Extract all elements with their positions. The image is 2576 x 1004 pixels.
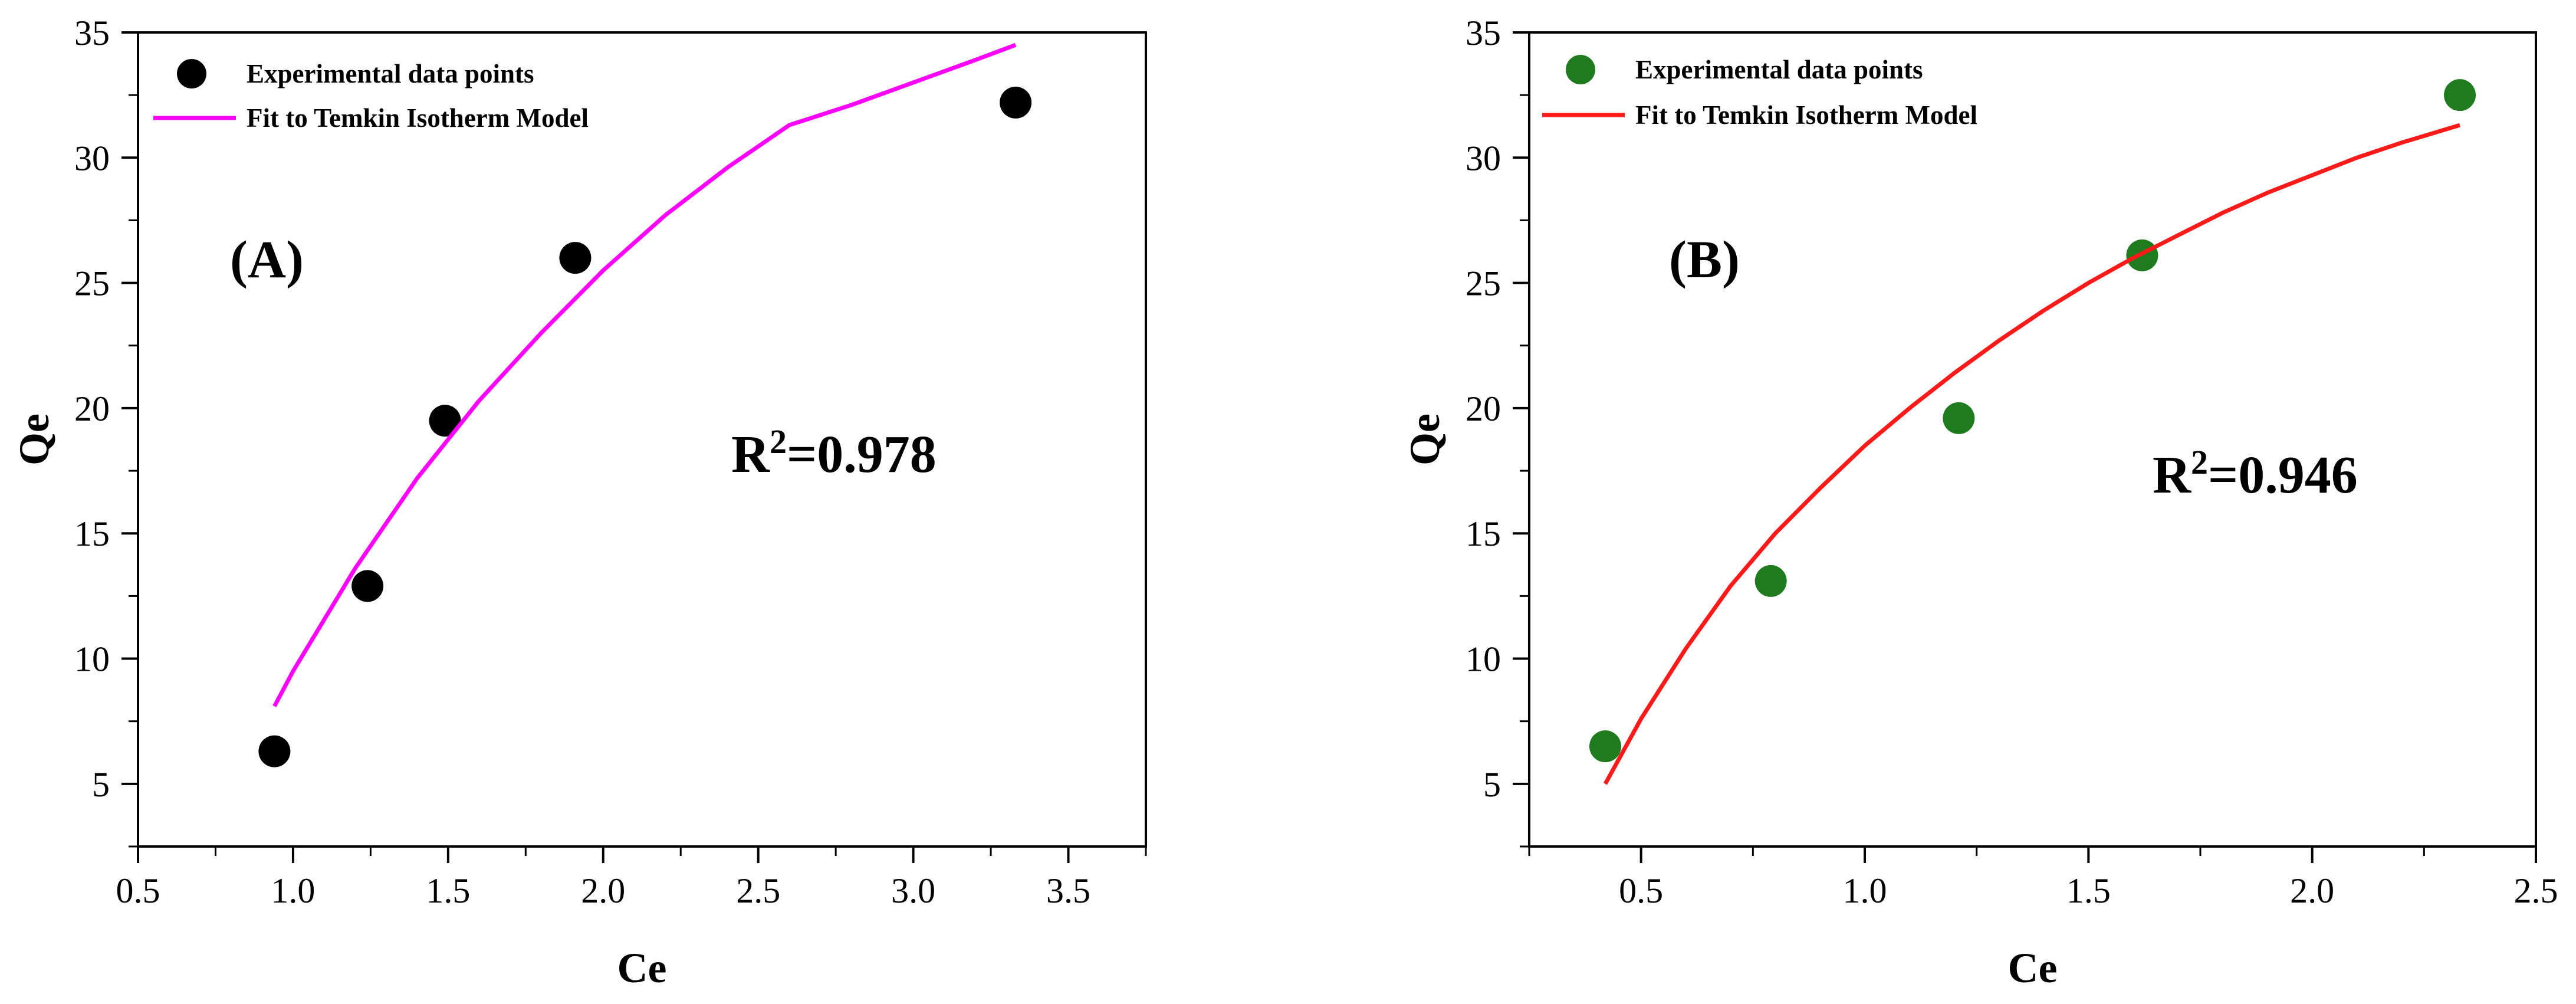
x-tick-label: 0.5 [1619, 871, 1663, 910]
x-tick-label: 2.0 [581, 871, 625, 910]
panel-a: 0.5 1.0 1.5 2.0 2.5 3.0 3.5 5 10 15 20 25 30 35 Ce Qe Ex… [11, 14, 1147, 992]
y-tick-label: 20 [1466, 389, 1501, 428]
y-tick-label: 10 [74, 640, 110, 679]
plot-frame [137, 31, 1147, 848]
x-tick-label: 1.0 [1843, 871, 1887, 910]
plot-frame [1528, 31, 2537, 848]
panel-b: 0.5 1.0 1.5 2.0 2.5 5 10 15 20 25 30 35 Ce Qe Experime… [1401, 14, 2558, 992]
r-squared-annotation: R2=0.946 [2153, 443, 2358, 504]
r-squared-annotation: R2=0.978 [731, 422, 937, 484]
fit-line [272, 42, 1017, 707]
y-tick-label: 5 [1483, 765, 1501, 804]
legend-label: Fit to Temkin Isotherm Model [247, 103, 589, 133]
data-point [1589, 730, 1621, 763]
data-point [559, 242, 592, 274]
y-tick-label: 10 [1466, 640, 1501, 679]
r-squared-prefix: R [731, 425, 770, 484]
legend-label: Experimental data points [1635, 55, 1923, 84]
x-tick-label: 3.0 [891, 871, 935, 910]
y-tick-label: 30 [1466, 139, 1501, 178]
fit-line [1603, 123, 2461, 785]
y-tick-label: 35 [1466, 14, 1501, 53]
x-tick-label: 1.5 [2066, 871, 2111, 910]
r-squared-prefix: R [2153, 446, 2191, 504]
y-tick-label: 25 [1466, 264, 1501, 303]
x-axis-title: Ce [617, 944, 667, 992]
data-point [351, 570, 384, 602]
legend-marker [1566, 55, 1595, 84]
x-tick-label: 2.5 [2514, 871, 2558, 910]
legend-marker [177, 59, 206, 88]
panel-label: (B) [1669, 231, 1740, 289]
panel-label: (A) [230, 231, 304, 289]
r-squared-value: =0.978 [787, 425, 937, 484]
data-point [1000, 86, 1032, 119]
data-point [2444, 79, 2476, 111]
legend-label: Fit to Temkin Isotherm Model [1635, 100, 1977, 130]
y-tick-label: 35 [74, 14, 110, 53]
y-axis-title: Qe [1401, 414, 1448, 465]
x-tick-label: 0.5 [116, 871, 160, 910]
x-axis-title: Ce [2008, 944, 2058, 992]
x-tick-label: 1.5 [426, 871, 470, 910]
x-tick-label: 3.5 [1046, 871, 1090, 910]
r-squared-superscript: 2 [770, 422, 787, 461]
data-point [1943, 402, 1975, 434]
data-point [1754, 565, 1787, 597]
x-tick-label: 1.0 [271, 871, 315, 910]
x-tick-label: 2.0 [2290, 871, 2334, 910]
y-tick-label: 15 [1466, 514, 1501, 553]
r-squared-superscript: 2 [2191, 443, 2208, 481]
y-axis-title: Qe [11, 414, 58, 465]
data-point [258, 735, 291, 767]
y-tick-label: 15 [74, 514, 110, 553]
y-tick-label: 20 [74, 389, 110, 428]
data-point [429, 405, 461, 437]
x-tick-label: 2.5 [736, 871, 780, 910]
legend-label: Experimental data points [247, 59, 534, 88]
y-tick-label: 30 [74, 139, 110, 178]
r-squared-value: =0.946 [2208, 446, 2358, 504]
y-tick-label: 5 [92, 765, 110, 804]
y-tick-label: 25 [74, 264, 110, 303]
